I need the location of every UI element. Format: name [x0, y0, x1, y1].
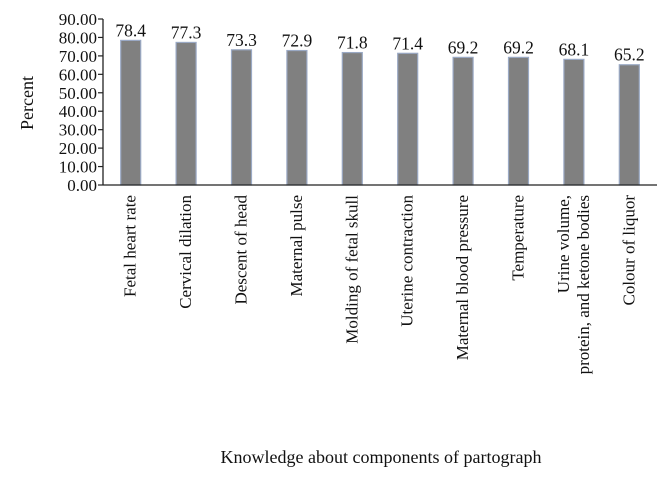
y-tick-label: 90.00 [59, 10, 97, 29]
bar-series [120, 39, 640, 186]
x-tick-label-line: Temperature [509, 195, 528, 281]
x-tick-label-line: Maternal pulse [287, 195, 306, 297]
y-tick-label: 40.00 [59, 102, 97, 121]
bar-data-label: 71.4 [392, 33, 423, 53]
x-tick-label: Maternal pulse [287, 195, 306, 297]
x-tick-label: Temperature [509, 195, 528, 281]
x-tick-label-line: Maternal blood pressure [453, 195, 472, 360]
x-tick-label: Descent of head [232, 195, 251, 305]
bar [286, 49, 308, 186]
bar-data-label: 69.2 [448, 37, 479, 57]
bar [563, 58, 585, 186]
bar-data-label: 77.3 [171, 22, 202, 42]
y-tick-label: 20.00 [59, 139, 97, 158]
bar-data-label: 71.8 [337, 33, 368, 53]
x-tick-label-line: Urine volume, [554, 195, 573, 293]
bar-data-label: 69.2 [503, 37, 534, 57]
y-tick-label: 0.00 [67, 176, 97, 195]
data-labels: 78.4 77.3 73.3 72.9 71.8 71.4 69.2 69.2 68.1 65.2 [115, 20, 644, 64]
x-tick-label: Molding of fetal skull [342, 195, 361, 344]
y-axis-ticks: 0.0010.0020.0030.0040.0050.0060.0070.008… [59, 10, 103, 195]
bar [175, 41, 197, 186]
x-tick-label-line: Descent of head [232, 195, 251, 305]
bar-data-label: 73.3 [226, 30, 257, 50]
x-tick-label-line: Cervical dilation [176, 195, 195, 309]
y-tick-label: 60.00 [59, 65, 97, 84]
bar [120, 39, 142, 186]
x-tick-label-line: protein, and ketone bodies [574, 195, 593, 374]
y-axis-title: Percent [17, 76, 37, 130]
axes [102, 19, 657, 186]
bar-data-label: 65.2 [614, 45, 645, 65]
bar [341, 51, 363, 186]
x-tick-label-line: Colour of liquor [619, 195, 638, 306]
y-tick-label: 70.00 [59, 47, 97, 66]
bar [230, 49, 253, 186]
bar [397, 52, 419, 186]
bar-data-label: 78.4 [115, 20, 146, 40]
bar [507, 56, 530, 186]
bar [452, 56, 474, 186]
x-tick-label-line: Molding of fetal skull [342, 195, 361, 344]
bar-data-label: 68.1 [559, 39, 590, 59]
x-tick-label-line: Uterine contraction [398, 195, 417, 327]
x-tick-label: Fetal heart rate [121, 195, 140, 297]
bar [618, 64, 640, 186]
x-tick-label: Cervical dilation [176, 195, 195, 309]
y-tick-label: 10.00 [59, 158, 97, 177]
y-tick-label: 80.00 [59, 28, 97, 47]
bar-data-label: 72.9 [282, 31, 313, 51]
x-tick-label: Colour of liquor [619, 195, 638, 306]
y-tick-label: 30.00 [59, 121, 97, 140]
y-tick-label: 50.00 [59, 84, 97, 103]
x-tick-label: Maternal blood pressure [453, 195, 472, 360]
x-tick-label-line: Fetal heart rate [121, 195, 140, 297]
x-tick-label: Urine volume, protein, and ketone bodies [554, 195, 593, 374]
x-axis-tick-labels: Fetal heart rate Cervical dilation Descent… [121, 195, 639, 375]
x-tick-label: Uterine contraction [398, 195, 417, 327]
x-axis-title: Knowledge about components of partograph [221, 447, 542, 467]
